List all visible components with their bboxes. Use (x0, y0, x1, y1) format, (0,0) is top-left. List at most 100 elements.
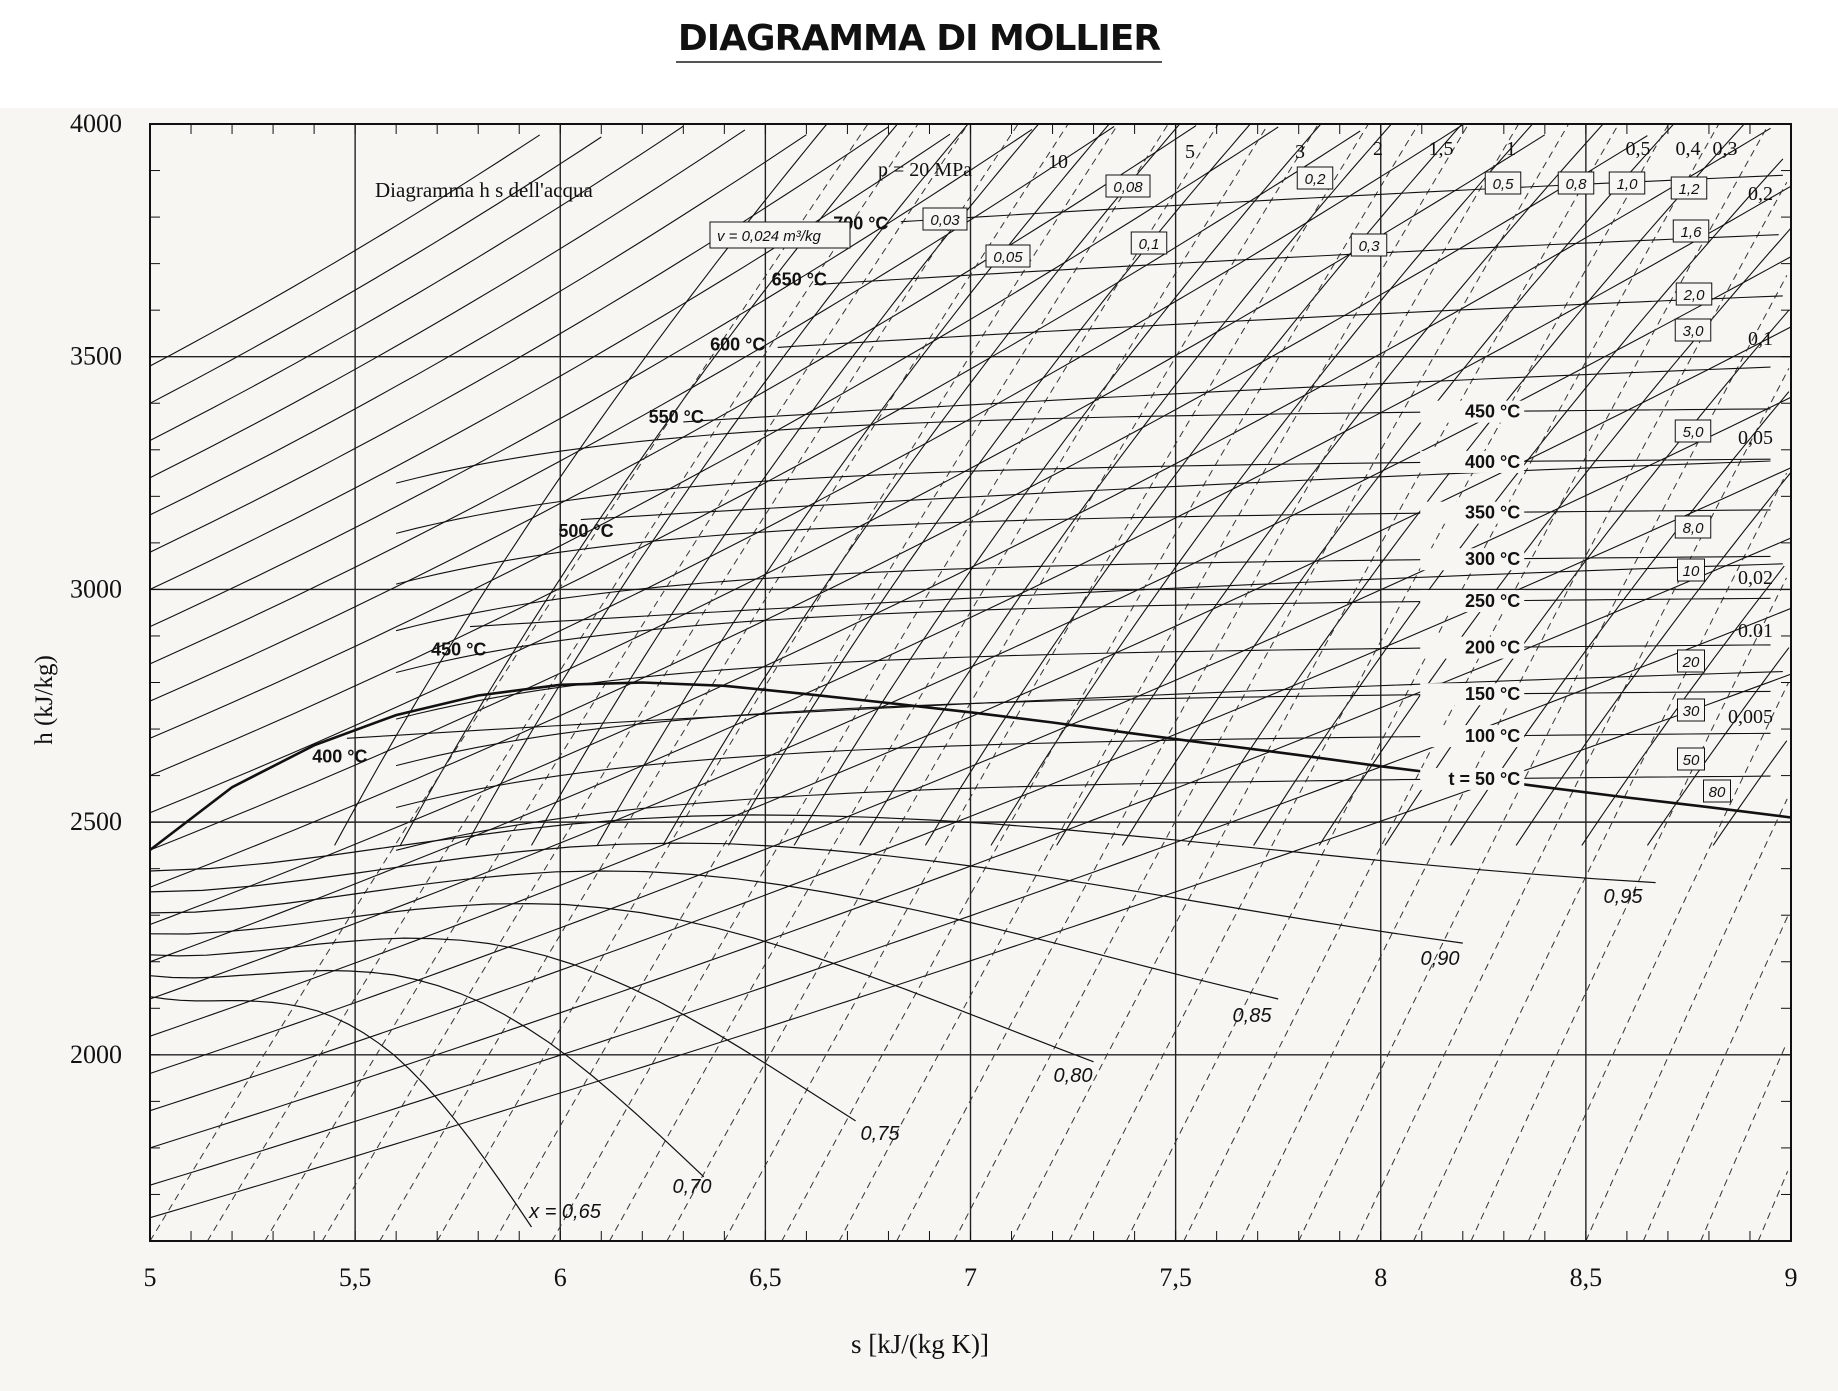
label-backing (1420, 636, 1525, 659)
isotherm-label: 100 °C (1465, 726, 1520, 746)
x-tick-label: 6,5 (749, 1263, 782, 1292)
x-tick-label: 8,5 (1570, 1263, 1603, 1292)
isotherm-label: 650 °C (772, 270, 827, 290)
volume-label: 0,05 (993, 249, 1023, 266)
isochore-line (1527, 682, 1789, 1242)
isotherm-line (395, 509, 1771, 585)
x-tick-label: 7,5 (1159, 1263, 1192, 1292)
isobars (149, 123, 1792, 1219)
isobar-line (1056, 123, 1604, 846)
volume-box (1670, 176, 1708, 200)
quality-label: 0,75 (861, 1123, 901, 1145)
isochore-line (1413, 472, 1788, 1242)
volume-box (985, 244, 1031, 268)
isobar-line (859, 123, 1392, 846)
isotherm-label: 500 °C (558, 521, 613, 541)
isotherm-label: 150 °C (1465, 684, 1520, 704)
isotherm-line (395, 644, 1771, 720)
quality-label: x = 0,65 (528, 1201, 602, 1223)
pressure-label: 1,5 (1429, 138, 1454, 160)
isotherm-line (346, 671, 1783, 739)
isochore-line (896, 123, 1520, 1242)
volume-box (1130, 231, 1168, 255)
quality-label: 0,95 (1604, 886, 1644, 908)
volume-label: 1,2 (1679, 181, 1701, 198)
isochore-line (1011, 123, 1620, 1242)
pressure-label: 3 (1295, 141, 1305, 163)
quality-line (149, 814, 1656, 884)
quality-line (149, 870, 1279, 1000)
isotherm-line (395, 690, 1771, 767)
volume-box (1677, 649, 1705, 673)
isobar-line (149, 133, 951, 590)
pressure-label: 0,5 (1626, 138, 1651, 160)
isobar-line (149, 127, 1771, 926)
isotherm-label: 550 °C (649, 407, 704, 427)
isochore-line (1642, 914, 1789, 1242)
volume-box (1608, 171, 1646, 195)
isotherm-line (814, 234, 1779, 286)
isotherm-label: 300 °C (1465, 549, 1520, 569)
pressure-label: 0,1 (1748, 328, 1773, 350)
pressure-label: 0,005 (1728, 706, 1773, 728)
isobar-line (149, 125, 1197, 702)
x-tick-label: 5 (144, 1263, 157, 1292)
isotherm-label: 250 °C (1465, 591, 1520, 611)
volume-box (1350, 233, 1388, 257)
isochore-line (838, 123, 1469, 1242)
pressure-label: p = 20 MPa (878, 159, 972, 181)
isobar-line (1318, 228, 1791, 846)
isobar-line (149, 128, 1033, 628)
isotherm-label: t = 50 °C (1449, 769, 1521, 789)
isobar-line (149, 130, 1361, 777)
volume-label: 10 (1683, 563, 1700, 580)
volume-box (1674, 515, 1712, 539)
x-tick-label: 9 (1785, 1263, 1798, 1292)
isotherm-line (395, 775, 1771, 851)
isobar-line (1187, 123, 1745, 846)
isochore-line (1355, 368, 1790, 1242)
isobar-line (149, 125, 684, 441)
pressure-label: 0,02 (1738, 567, 1773, 589)
volume-box (1677, 558, 1705, 582)
isotherm-line (580, 460, 1771, 521)
quality-line (149, 969, 705, 1178)
isochore-line (1585, 798, 1788, 1242)
isochore-line (551, 123, 1219, 1242)
isochore-line (1757, 1171, 1789, 1242)
quality-line (149, 937, 856, 1122)
isobar-line (149, 396, 1792, 1075)
isotherm-label: 350 °C (1465, 503, 1520, 523)
volume-label: 0,3 (1359, 238, 1381, 255)
isobar-line (1646, 647, 1790, 846)
isobar-line (465, 123, 969, 846)
chart-subtitle: Diagramma h s dell'acqua (375, 178, 593, 202)
volume-label: 0,2 (1305, 171, 1327, 188)
page-title: DIAGRAMMA DI MOLLIER (675, 18, 1163, 63)
isobar-line (149, 126, 1279, 739)
volume-label: 50 (1683, 752, 1700, 769)
label-backing (1420, 548, 1525, 571)
isochore-line (494, 123, 1169, 1242)
volume-box (709, 221, 851, 249)
volume-label: 5,0 (1683, 424, 1705, 441)
volume-label: 20 (1682, 654, 1700, 671)
volume-box (1296, 166, 1334, 190)
volume-box (1674, 419, 1712, 443)
isobar-line (662, 123, 1181, 846)
pressure-label: 0,3 (1713, 138, 1738, 160)
isobar-line (531, 123, 1040, 846)
isotherm-label: 450 °C (1465, 402, 1520, 422)
quality-label: 0,90 (1421, 948, 1460, 970)
isobar-line (149, 134, 807, 516)
isotherm-line (395, 597, 1771, 674)
isobar-line (149, 126, 889, 553)
chart-labels: 5 5,5 6 6,5 7 7,5 8 8,5 9 2000 2500 3000 3500 4000 400… (70, 109, 1798, 1292)
grid (150, 124, 1791, 1241)
volume-label: 8,0 (1683, 520, 1705, 537)
axis-ticks (149, 123, 1792, 1242)
y-tick-label: 3000 (70, 574, 122, 603)
isochore-line (781, 123, 1419, 1242)
volume-label: 30 (1683, 703, 1700, 720)
